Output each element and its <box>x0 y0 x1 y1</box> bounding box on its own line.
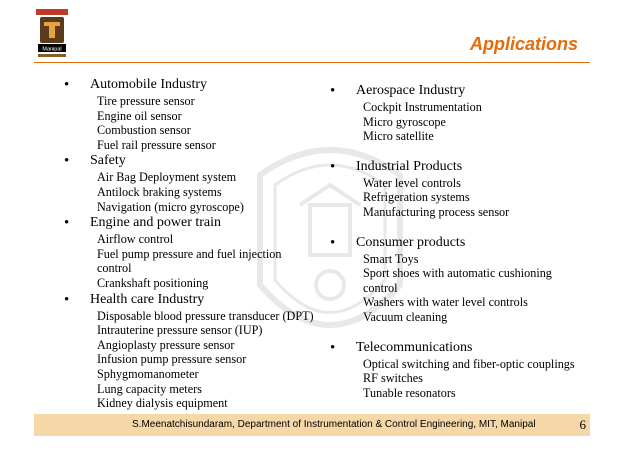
list-item: Engine oil sensor <box>97 108 182 123</box>
list-item: Navigation (micro gyroscope) <box>97 199 244 214</box>
list-item: Smart Toys <box>363 251 419 266</box>
section-consumer: • Consumer products Smart Toys Sport sho… <box>330 234 590 325</box>
section-heading: Engine and power train <box>90 215 222 231</box>
item-list: Disposable blood pressure transducer (DP… <box>97 309 334 411</box>
list-item: Sport shoes with automatic cushioning co… <box>363 266 552 295</box>
section-industrial: • Industrial Products Water level contro… <box>330 158 590 220</box>
section-heading: Aerospace Industry <box>356 83 466 98</box>
section-telecom: • Telecommunications Optical switching a… <box>330 339 590 401</box>
section-heading: Health care Industry <box>90 291 205 307</box>
item-list: Water level controls Refrigeration syste… <box>363 176 590 220</box>
list-item: Fuel rail pressure sensor <box>97 137 216 152</box>
list-item: Air Bag Deployment system <box>97 170 237 185</box>
bullet-icon: • <box>330 339 336 356</box>
list-item: Crankshaft positioning <box>97 275 209 290</box>
section-automobile: • Automobile Industry Tire pressure sens… <box>64 76 334 152</box>
bullet-icon: • <box>64 291 70 308</box>
manipal-logo: Manipal <box>36 9 68 57</box>
list-item: Cockpit Instrumentation <box>363 100 482 114</box>
section-safety: • Safety Air Bag Deployment system Antil… <box>64 152 334 214</box>
list-item: Sphygmomanometer <box>97 366 199 381</box>
list-item: Vacuum cleaning <box>363 309 448 324</box>
item-list: Smart Toys Sport shoes with automatic cu… <box>363 252 590 325</box>
list-item: Combustion sensor <box>97 123 191 138</box>
section-aerospace: • Aerospace Industry Cockpit Instrumenta… <box>330 82 590 144</box>
left-column: • Automobile Industry Tire pressure sens… <box>64 76 334 411</box>
page-number: 6 <box>579 417 587 432</box>
bullet-icon: • <box>64 215 70 232</box>
list-item: Fuel pump pressure and fuel injection co… <box>97 246 282 276</box>
bullet-icon: • <box>330 234 336 251</box>
list-item: Lung capacity meters <box>97 381 202 396</box>
bullet-icon: • <box>64 153 70 170</box>
list-item: Tunable resonators <box>363 385 456 400</box>
footer-bar: S.Meenatchisundaram, Department of Instr… <box>34 414 590 436</box>
footer-credit: S.Meenatchisundaram, Department of Instr… <box>132 419 536 430</box>
knowledge-emblem-watermark <box>257 147 403 328</box>
list-item: Kidney dialysis equipment <box>97 396 228 411</box>
list-item: Intrauterine pressure sensor (IUP) <box>97 323 263 338</box>
slide-title: Applications <box>469 34 578 54</box>
section-heading: Safety <box>90 153 126 169</box>
list-item: Angioplasty pressure sensor <box>97 337 235 352</box>
list-item: Water level controls <box>363 175 461 190</box>
list-item: Disposable blood pressure transducer (DP… <box>97 308 314 323</box>
list-item: Washers with water level controls <box>363 295 528 310</box>
item-list: Optical switching and fiber-optic coupli… <box>363 357 590 401</box>
list-item: RF switches <box>363 371 423 386</box>
section-heading: Telecommunications <box>356 339 473 355</box>
item-list: Air Bag Deployment system Antilock braki… <box>97 170 334 214</box>
item-list: Tire pressure sensor Engine oil sensor C… <box>97 94 334 152</box>
section-heading: Consumer products <box>356 234 466 250</box>
section-heading: Industrial Products <box>356 158 463 174</box>
list-item: Infusion pump pressure sensor <box>97 352 247 367</box>
list-item: Antilock braking systems <box>97 184 222 199</box>
section-heading: Automobile Industry <box>90 77 208 92</box>
list-item: Tire pressure sensor <box>97 94 195 108</box>
list-item: Refrigeration systems <box>363 190 470 205</box>
list-item: Micro gyroscope <box>363 114 446 129</box>
list-item: Manufacturing process sensor <box>363 204 510 219</box>
item-list: Cockpit Instrumentation Micro gyroscope … <box>363 100 590 144</box>
bullet-icon: • <box>330 83 336 99</box>
title-rule <box>34 62 590 63</box>
section-engine: • Engine and power train Airflow control… <box>64 214 334 290</box>
item-list: Airflow control Fuel pump pressure and f… <box>97 232 334 290</box>
bullet-icon: • <box>64 77 70 93</box>
right-column: • Aerospace Industry Cockpit Instrumenta… <box>330 82 590 400</box>
logo-text: Manipal <box>42 47 61 53</box>
list-item: Micro satellite <box>363 129 434 144</box>
bullet-icon: • <box>330 158 336 175</box>
list-item: Optical switching and fiber-optic coupli… <box>363 356 575 371</box>
section-healthcare: • Health care Industry Disposable blood … <box>64 291 334 411</box>
list-item: Airflow control <box>97 232 174 247</box>
